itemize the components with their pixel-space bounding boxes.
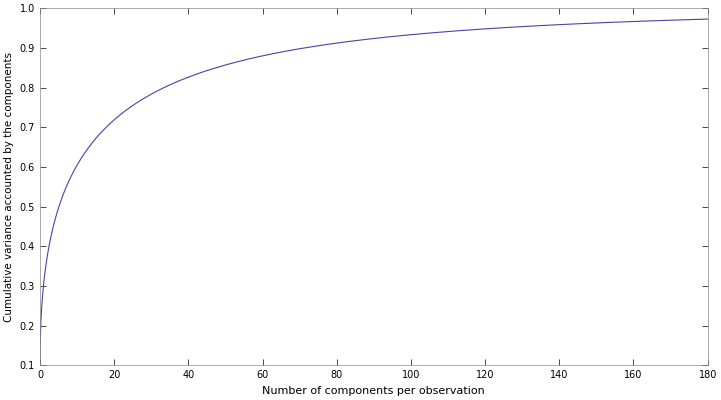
Y-axis label: Cumulative variance accounted by the components: Cumulative variance accounted by the com… bbox=[4, 52, 14, 322]
X-axis label: Number of components per observation: Number of components per observation bbox=[262, 386, 485, 396]
